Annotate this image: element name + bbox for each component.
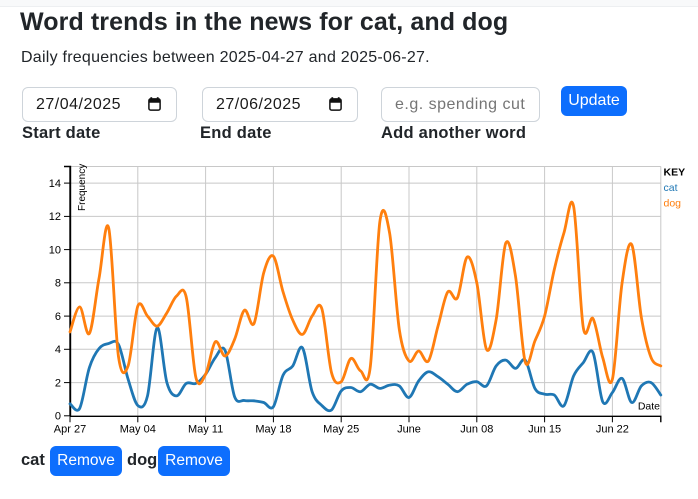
svg-text:Date: Date: [638, 401, 660, 413]
svg-text:14: 14: [49, 178, 61, 190]
svg-text:May 11: May 11: [188, 424, 223, 436]
svg-text:dog: dog: [664, 198, 682, 210]
svg-text:KEY: KEY: [664, 167, 686, 179]
svg-text:8: 8: [55, 278, 61, 290]
svg-text:May 04: May 04: [120, 424, 156, 436]
svg-text:Jun 08: Jun 08: [460, 424, 493, 436]
svg-text:June: June: [397, 424, 421, 436]
svg-text:cat: cat: [664, 182, 678, 194]
svg-text:May 25: May 25: [323, 424, 359, 436]
svg-text:2: 2: [55, 377, 61, 389]
svg-text:Apr 27: Apr 27: [54, 424, 86, 436]
svg-text:May 18: May 18: [255, 424, 291, 436]
svg-text:6: 6: [55, 311, 61, 323]
svg-text:10: 10: [49, 244, 61, 256]
svg-text:Jun 15: Jun 15: [528, 424, 561, 436]
svg-text:0: 0: [55, 411, 61, 423]
svg-text:Frequency: Frequency: [77, 164, 88, 211]
svg-text:4: 4: [55, 344, 61, 356]
svg-text:Jun 22: Jun 22: [596, 424, 629, 436]
svg-text:12: 12: [49, 211, 61, 223]
